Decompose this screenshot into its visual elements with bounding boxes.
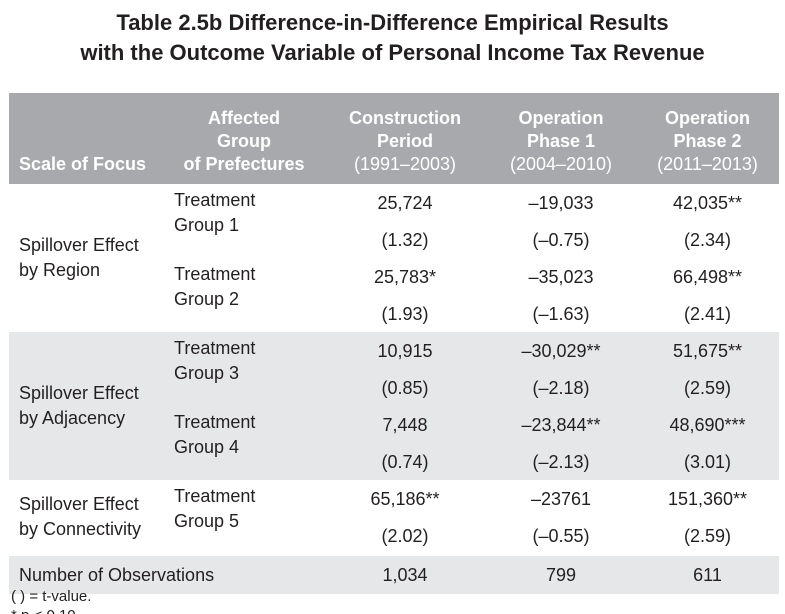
section-connectivity: Spillover Effect by Connectivity Treatmen… bbox=[9, 480, 779, 555]
scale-label: Spillover Effect by Adjacency bbox=[9, 332, 164, 480]
coef-cell: 25,724 bbox=[377, 192, 433, 213]
header-operation-phase-1: Operation Phase 1 (2004–2010) bbox=[486, 93, 636, 184]
table-row: Spillover Effect by Adjacency Treatment Gr… bbox=[9, 332, 779, 480]
observations-row: Number of Observations 1,034 799 611 bbox=[9, 554, 779, 594]
coef-cell: –30,029** bbox=[486, 332, 636, 369]
t-value-cell: (2.59) bbox=[683, 525, 732, 546]
coef-cell: 65,186** bbox=[370, 488, 440, 509]
scale-label: Spillover Effect by Connectivity bbox=[19, 494, 142, 539]
coef-cell: –23,844** bbox=[486, 406, 636, 443]
table-row: (1.93) (–1.63) (2.41) bbox=[9, 295, 779, 332]
section-region: Spillover Effect by Region Treatment Group… bbox=[9, 184, 779, 332]
header-construction-period: Construction Period (1991–2003) bbox=[324, 93, 486, 184]
t-value-cell: (2.02) bbox=[381, 525, 429, 546]
observations-value: 1,034 bbox=[324, 554, 486, 594]
t-value-cell: (1.93) bbox=[381, 303, 429, 324]
observations-value: 611 bbox=[636, 554, 779, 594]
coef-cell: –23761 bbox=[530, 488, 592, 509]
group-label: Treatment Group 5 bbox=[174, 486, 256, 531]
header-operation-phase-2: Operation Phase 2 (2011–2013) bbox=[636, 93, 779, 184]
group-label: Treatment Group 3 bbox=[164, 332, 324, 406]
coef-cell: 51,675** bbox=[636, 332, 779, 369]
table-title-line-1: Table 2.5b Difference-in-Difference Empi… bbox=[116, 10, 669, 35]
t-value-cell: (3.01) bbox=[636, 443, 779, 480]
t-value-cell: (2.34) bbox=[683, 229, 732, 250]
coef-cell: 66,498** bbox=[672, 266, 743, 287]
header-row: Scale of Focus Affected Group of Prefect… bbox=[9, 93, 779, 184]
t-value-cell: (1.32) bbox=[381, 229, 429, 250]
header-scale-of-focus: Scale of Focus bbox=[9, 93, 164, 184]
group-label: Treatment Group 2 bbox=[174, 264, 256, 309]
table-title: Table 2.5b Difference-in-Difference Empi… bbox=[0, 8, 785, 68]
t-value-cell: (–0.55) bbox=[532, 525, 590, 546]
observations-value: 799 bbox=[486, 554, 636, 594]
header-affected-group: Affected Group of Prefectures bbox=[164, 93, 324, 184]
coef-cell: 10,915 bbox=[324, 332, 486, 369]
table-row: (0.74) (–2.13) (3.01) bbox=[9, 443, 779, 480]
t-value-cell: (–1.63) bbox=[532, 303, 590, 324]
table-row: Treatment Group 2 25,783* –35,023 66,498*… bbox=[9, 258, 779, 309]
t-value-cell: (–2.13) bbox=[486, 443, 636, 480]
coef-cell: 151,360** bbox=[667, 488, 748, 509]
coef-cell: 7,448 bbox=[324, 406, 486, 443]
footnote-t-value: ( ) = t-value. bbox=[11, 588, 92, 605]
t-value-cell: (2.41) bbox=[683, 303, 732, 324]
observations-label: Number of Observations bbox=[9, 554, 324, 594]
t-value-cell: (0.85) bbox=[324, 369, 486, 406]
table-row: (1.32) (–0.75) (2.34) bbox=[9, 221, 779, 258]
t-value-cell: (–0.75) bbox=[532, 229, 590, 250]
coef-cell: 25,783* bbox=[373, 266, 437, 287]
coef-cell: –35,023 bbox=[528, 266, 594, 287]
table-row: (0.85) (–2.18) (2.59) bbox=[9, 369, 779, 406]
section-adjacency: Spillover Effect by Adjacency Treatment Gr… bbox=[9, 332, 779, 480]
section-observations: Number of Observations 1,034 799 611 bbox=[9, 554, 779, 594]
t-value-cell: (2.59) bbox=[636, 369, 779, 406]
scale-label: Spillover Effect by Region bbox=[19, 235, 139, 280]
table-row: Spillover Effect by Region Treatment Group… bbox=[9, 184, 779, 280]
t-value-cell: (0.74) bbox=[324, 443, 486, 480]
coef-cell: 42,035** bbox=[672, 192, 743, 213]
table-title-line-2: with the Outcome Variable of Personal In… bbox=[80, 40, 705, 65]
t-value-cell: (–2.18) bbox=[486, 369, 636, 406]
group-label: Treatment Group 4 bbox=[164, 406, 324, 480]
coef-cell: –19,033 bbox=[528, 192, 594, 213]
coef-cell: 48,690*** bbox=[636, 406, 779, 443]
table-row: Spillover Effect by Connectivity Treatmen… bbox=[9, 480, 779, 539]
group-label: Treatment Group 1 bbox=[174, 190, 256, 235]
results-table: Scale of Focus Affected Group of Prefect… bbox=[9, 93, 779, 594]
table-row: Treatment Group 4 7,448 –23,844** 48,690*… bbox=[9, 406, 779, 480]
footnote-significance: * p < 0.10 bbox=[11, 608, 76, 614]
table-row: (2.02) (–0.55) (2.59) bbox=[9, 517, 779, 555]
